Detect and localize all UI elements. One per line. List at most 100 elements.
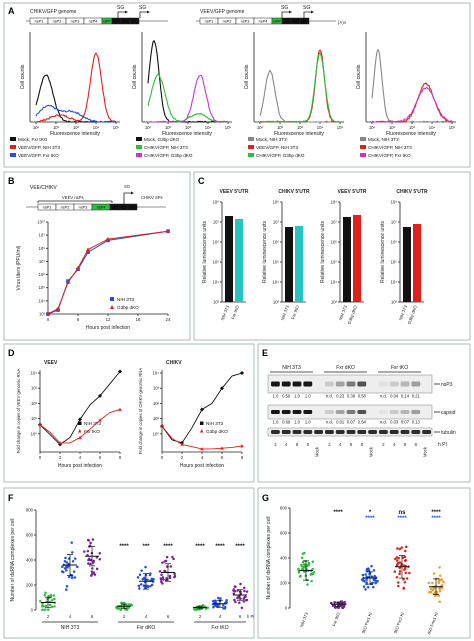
e-lane-label: Mock (423, 446, 428, 457)
histogram-ylabel: Cell counts (20, 64, 26, 89)
g-point (301, 567, 305, 571)
e-lane-label: 6 (404, 442, 407, 447)
e-band (379, 381, 388, 387)
b-ytick-label: 10¹⁰ (37, 220, 45, 225)
b-gene-label: nsP2 (61, 205, 70, 209)
g-point (342, 605, 346, 608)
legend-entry: CHIKV/GFP, G3bp dKO (256, 153, 305, 158)
g-point (438, 589, 442, 593)
f-point (233, 585, 237, 588)
e-band (368, 430, 377, 434)
d-legend-entry: Fxr tKO (84, 429, 100, 434)
d-point (200, 407, 204, 412)
f-point (70, 541, 73, 544)
f-point (53, 605, 56, 608)
f-ytick-label: 800 (26, 508, 34, 513)
f-point (71, 551, 74, 554)
f-point (39, 599, 42, 603)
g-point (303, 551, 306, 555)
c-ytick-label: 10³ (331, 300, 338, 305)
legend-entry: Mock, G3bp dKO (144, 137, 180, 142)
c-bar (343, 217, 351, 302)
f-point (41, 602, 44, 606)
e-band (400, 381, 410, 387)
g-point (403, 555, 407, 559)
f-point (244, 598, 248, 602)
d-xlabel: Hours post infection (180, 463, 224, 469)
g-point (400, 546, 404, 549)
chikv-gene-label: nsP2 (53, 19, 62, 23)
g-point (433, 594, 437, 598)
e-band (379, 410, 388, 414)
f-point (243, 589, 246, 593)
g-point (365, 582, 368, 586)
d-point (98, 418, 102, 422)
f-hpi-label: h PI (247, 614, 254, 619)
e-band (357, 430, 367, 434)
e-band (292, 381, 302, 387)
g-significance-black: **** (431, 510, 441, 516)
g-point (363, 580, 366, 583)
g-point (438, 574, 442, 577)
f-point (86, 538, 90, 542)
f-point (52, 594, 56, 597)
e-band (281, 430, 291, 434)
e-band (411, 430, 421, 434)
f-point (171, 555, 174, 559)
g-point (333, 600, 336, 604)
g-point (438, 566, 441, 569)
f-xtick-label: 4 (145, 614, 148, 619)
c-ylabel: Relative luminescence units (380, 221, 386, 283)
b-xtick-label: 12 (106, 317, 111, 322)
b-gene-label: nsP1 (43, 205, 52, 209)
e-band (335, 381, 345, 387)
f-point (90, 574, 93, 577)
f-point (194, 608, 198, 611)
f-point (236, 596, 239, 599)
d-point (240, 444, 244, 448)
veev-gene-label: nsP2 (223, 19, 232, 23)
histogram-series-3 (371, 86, 453, 123)
f-point (50, 605, 54, 609)
e-lane-label: 2 (382, 442, 385, 447)
d-ylabel: Fold change in copies of CHIKV genomic R… (138, 368, 143, 455)
histogram-tick-label: 10⁴ (93, 125, 100, 130)
d-chart-title: CHIKV (166, 360, 182, 366)
b-ytick-label: 10⁴ (39, 298, 46, 303)
b-gene-label: nsP4 (97, 205, 106, 209)
f-xtick-label: 2 (199, 614, 202, 619)
f-point (70, 576, 74, 579)
b-point-g3bp-dko (46, 311, 50, 316)
f-point (89, 541, 92, 545)
f-point (43, 594, 47, 597)
f-significance: *** (142, 544, 150, 550)
g-point (304, 566, 307, 569)
e-quant-value: 0.69 (282, 420, 291, 425)
f-point (150, 577, 154, 581)
c-ytick-label: 10⁴ (391, 280, 398, 285)
b-series-line-1 (47, 230, 169, 315)
legend-swatch (248, 153, 254, 157)
f-point (76, 565, 79, 569)
f-point (138, 573, 142, 576)
f-point (149, 572, 152, 575)
f-point (150, 583, 154, 587)
b-ytick-label: 10⁹ (39, 233, 46, 238)
e-group-label: NIH 3T3 (282, 365, 301, 371)
g-category-label: NIH 3T3 (299, 611, 309, 628)
b-point-g3bp-dko (86, 247, 90, 252)
f-point (47, 608, 50, 611)
f-point (225, 599, 228, 602)
e-lane-label: 4 (339, 442, 342, 447)
legend-entry: Mock, NIH 3T3 (256, 137, 287, 142)
legend-entry: VEEV/GFP, NIH 3T3 (18, 145, 60, 150)
chikv-gene-label: nsP3 (71, 19, 80, 23)
e-quant-value: 0.04 (390, 394, 399, 399)
f-point (87, 558, 90, 562)
veev-gene-label: nsP3 (241, 19, 250, 23)
g-point (398, 547, 402, 551)
g-category-label: Fxr tKO (331, 611, 341, 627)
e-lane-label: 6 (350, 442, 353, 447)
legend-entry: CHIKV/GFP, NIH 3T3 (144, 145, 188, 150)
c-ytick-label: 10⁶ (273, 240, 280, 245)
